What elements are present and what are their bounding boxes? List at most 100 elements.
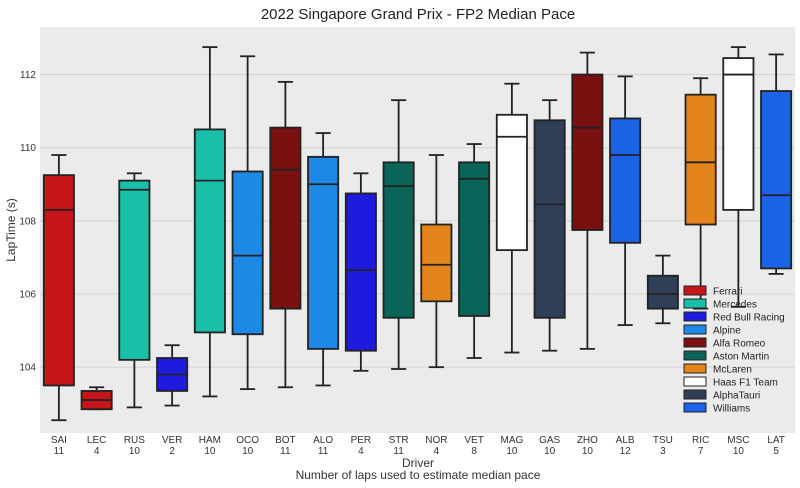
iqr-box (193, 128, 226, 334)
iqr-box (495, 113, 528, 252)
y-tick-label: 108 (19, 216, 36, 227)
legend-label: Red Bull Racing (713, 313, 785, 324)
legend-swatch (683, 337, 707, 348)
driver-box-rus (118, 172, 151, 409)
x-tick-label-laps: 10 (129, 446, 141, 457)
x-tick-label-driver: TSU (653, 435, 673, 446)
x-tick-label-laps: 10 (242, 446, 254, 457)
x-tick-label-laps: 10 (506, 446, 518, 457)
x-tick-label-driver: LEC (87, 435, 106, 446)
driver-box-bot (269, 80, 302, 389)
y-tick-label: 110 (20, 143, 36, 154)
legend-label: AlphaTauri (713, 391, 760, 402)
driver-box-lec (80, 386, 113, 411)
iqr-box (760, 90, 793, 270)
iqr-box (458, 161, 491, 317)
driver-box-zho (571, 51, 604, 350)
x-tick-label-driver: ALO (313, 435, 333, 446)
iqr-box (420, 223, 453, 303)
x-tick-label-laps: 10 (544, 446, 556, 457)
x-tick-label-driver: RUS (124, 435, 145, 446)
x-tick-label-laps: 4 (434, 446, 440, 457)
x-tick-label-laps: 10 (582, 446, 594, 457)
x-axis-ticks: SAI11LEC4RUS10VER2HAM10OCO10BOT11ALO11PE… (51, 435, 785, 457)
legend-label: Alpine (713, 326, 741, 337)
x-tick-label-driver: BOT (275, 435, 296, 446)
x-tick-label-laps: 10 (733, 446, 745, 457)
iqr-box (118, 179, 151, 361)
iqr-box (231, 170, 264, 336)
x-tick-label-driver: MSC (727, 435, 749, 446)
x-tick-label-laps: 12 (620, 446, 632, 457)
x-tick-label-driver: SAI (51, 435, 67, 446)
legend: Ferrari Mercedes Red Bull Racing Alpine Alfa… (683, 285, 785, 415)
box-series (42, 46, 793, 422)
chart-title: 2022 Singapore Grand Prix - FP2 Median P… (261, 6, 575, 23)
x-tick-label-laps: 11 (318, 446, 329, 457)
iqr-box (344, 192, 377, 352)
legend-swatch (683, 402, 707, 413)
x-tick-label-laps: 4 (358, 446, 364, 457)
legend-swatch (683, 350, 707, 361)
x-axis-label: Driver (402, 456, 434, 470)
driver-box-ric (684, 77, 717, 310)
driver-box-alo (307, 132, 340, 387)
iqr-box (722, 57, 755, 211)
driver-box-vet (458, 143, 491, 359)
x-tick-label-driver: OCO (236, 435, 259, 446)
driver-box-msc (722, 46, 755, 308)
x-tick-label-driver: RIC (692, 435, 709, 446)
legend-swatch (683, 311, 707, 322)
y-tick-label: 104 (19, 363, 36, 374)
driver-box-alb (609, 75, 642, 326)
x-tick-label-driver: ZHO (577, 435, 598, 446)
legend-label: Mercedes (713, 300, 757, 311)
x-tick-label-driver: GAS (539, 435, 560, 446)
driver-box-ham (193, 46, 226, 398)
driver-box-mag (495, 82, 528, 354)
iqr-box (609, 117, 642, 244)
x-tick-label-laps: 3 (660, 446, 666, 457)
y-tick-label: 106 (19, 290, 36, 301)
x-tick-label-driver: MAG (500, 435, 523, 446)
iqr-box (684, 93, 717, 226)
legend-swatch (683, 376, 707, 387)
legend-swatch (683, 298, 707, 309)
iqr-box (646, 274, 679, 310)
legend-label: Williams (713, 404, 750, 415)
iqr-box (382, 161, 415, 319)
legend-label: Aston Martin (713, 352, 769, 363)
driver-box-sai (42, 154, 75, 422)
legend-label: Alfa Romeo (713, 339, 766, 350)
x-tick-label-laps: 11 (54, 446, 65, 457)
y-tick-label: 112 (20, 70, 36, 81)
x-tick-label-driver: ALB (616, 435, 635, 446)
x-tick-label-driver: STR (389, 435, 409, 446)
legend-label: McLaren (713, 365, 752, 376)
x-tick-label-laps: 2 (169, 446, 175, 457)
iqr-box (571, 73, 604, 231)
x-tick-label-driver: NOR (425, 435, 447, 446)
driver-box-oco (231, 55, 264, 391)
driver-box-ver (156, 344, 189, 407)
x-tick-label-driver: HAM (199, 435, 221, 446)
iqr-box (269, 126, 302, 310)
iqr-box (307, 155, 340, 350)
driver-box-lat (760, 53, 793, 275)
x-tick-label-laps: 4 (94, 446, 100, 457)
x-tick-label-laps: 5 (773, 446, 779, 457)
y-axis-ticks: 104 106 108 110 112 (19, 70, 36, 374)
legend-swatch (683, 285, 707, 296)
driver-box-gas (533, 99, 566, 352)
y-axis-label: LapTime (s) (4, 198, 18, 262)
x-tick-label-laps: 7 (698, 446, 704, 457)
x-tick-label-laps: 8 (471, 446, 477, 457)
driver-box-nor (420, 154, 453, 369)
x-tick-label-driver: VET (464, 435, 483, 446)
x-tick-label-driver: PER (351, 435, 372, 446)
legend-label: Haas F1 Team (713, 378, 778, 389)
x-tick-label-laps: 11 (280, 446, 291, 457)
x-tick-label-driver: LAT (767, 435, 785, 446)
x-axis-sublabel: Number of laps used to estimate median p… (296, 468, 541, 482)
iqr-box (533, 119, 566, 319)
